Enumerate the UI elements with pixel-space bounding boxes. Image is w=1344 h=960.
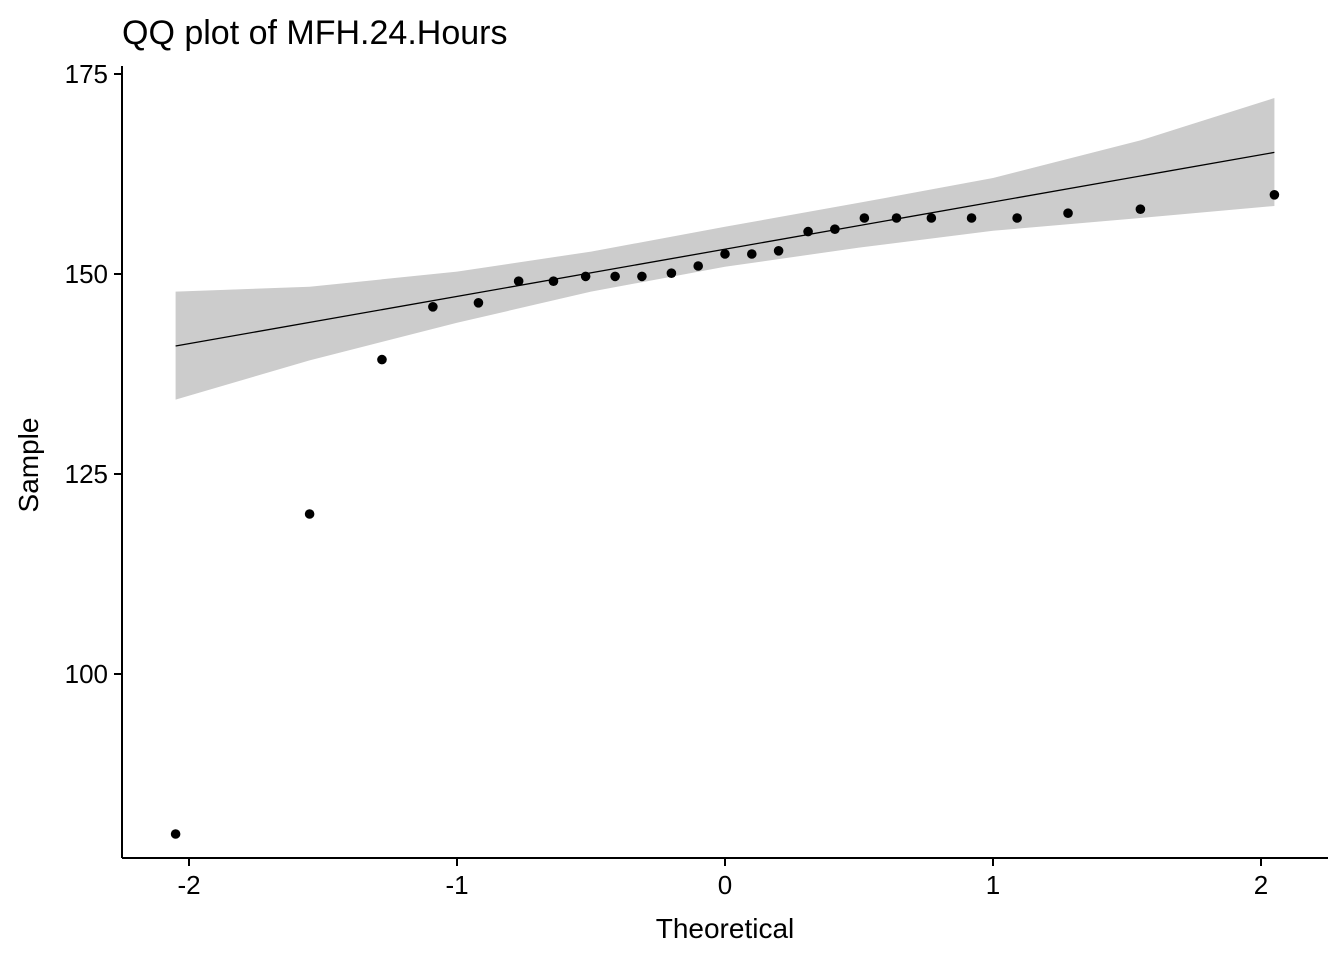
data-point — [548, 276, 559, 287]
data-point — [637, 271, 647, 282]
x-axis-title: Theoretical — [656, 913, 795, 944]
points-layer — [170, 190, 1280, 839]
y-axis-title: Sample — [13, 418, 44, 513]
data-point — [830, 224, 840, 234]
data-point — [580, 271, 591, 282]
reference-line-layer — [175, 151, 1275, 347]
data-point — [1135, 204, 1146, 214]
x-tick-label: -2 — [177, 870, 200, 900]
data-point — [1269, 190, 1280, 200]
data-point — [1063, 208, 1073, 218]
y-tick-label: 100 — [65, 659, 108, 689]
reference-line — [175, 151, 1275, 347]
data-point — [170, 829, 181, 839]
data-point — [377, 354, 387, 365]
data-point — [428, 302, 438, 312]
data-point — [304, 509, 315, 519]
x-tick-label: 2 — [1254, 870, 1268, 900]
data-point — [966, 213, 977, 223]
data-point — [693, 261, 703, 271]
data-point — [891, 213, 902, 223]
data-point — [773, 246, 784, 256]
data-point — [720, 249, 730, 259]
x-tick-label: 0 — [718, 870, 732, 900]
data-point — [666, 268, 677, 279]
axes-layer: -2 -1 0 1 2 100 125 150 175 — [65, 59, 1328, 900]
data-point — [1012, 213, 1022, 223]
data-point — [803, 226, 813, 237]
data-point — [513, 276, 524, 287]
data-point — [473, 298, 484, 308]
data-point — [859, 213, 870, 223]
y-tick-label: 150 — [65, 259, 108, 289]
y-tick-label: 175 — [65, 59, 108, 89]
x-tick-label: -1 — [445, 870, 468, 900]
chart-title: QQ plot of MFH.24.Hours — [122, 14, 507, 52]
x-tick-label: 1 — [986, 870, 1000, 900]
y-tick-label: 125 — [65, 459, 108, 489]
data-point — [610, 271, 620, 282]
data-point — [747, 249, 757, 259]
data-point — [926, 213, 937, 223]
